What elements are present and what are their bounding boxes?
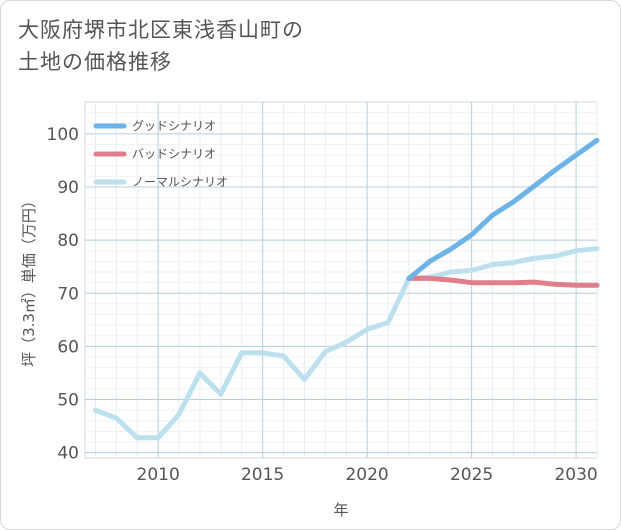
y-tick-label: 60 — [57, 337, 79, 357]
y-tick-label: 70 — [57, 284, 79, 304]
axes: 2010 2015 2020 2025 2030 40 50 60 70 80 90 100 — [47, 125, 598, 485]
x-tick-label: 2030 — [554, 465, 597, 485]
chart-title: 大阪府堺市北区東浅香山町の 土地の価格推移 — [18, 14, 418, 78]
legend-label: グッドシナリオ — [132, 119, 216, 133]
y-tick-label: 80 — [57, 231, 79, 251]
series-lines — [92, 137, 600, 441]
x-tick-label: 2015 — [241, 465, 284, 485]
x-tick-label: 2025 — [450, 465, 493, 485]
x-axis-label: 年 — [333, 501, 348, 519]
y-axis-label: 坪（3.3㎡）単価（万円） — [20, 193, 38, 367]
grid — [84, 101, 598, 459]
legend-label: ノーマルシナリオ — [132, 175, 228, 189]
series-line-ノーマルシナリオ — [92, 246, 600, 441]
y-tick-label: 100 — [47, 125, 79, 145]
series-line-グッドシナリオ — [406, 137, 600, 281]
series-line-バッドシナリオ — [406, 275, 600, 288]
x-tick-label: 2010 — [137, 465, 180, 485]
title-line-1: 大阪府堺市北区東浅香山町の — [18, 18, 304, 42]
x-tick-label: 2020 — [345, 465, 388, 485]
legend-label: バッドシナリオ — [132, 147, 216, 161]
y-tick-label: 50 — [57, 391, 79, 411]
title-line-2: 土地の価格推移 — [18, 50, 172, 74]
y-tick-label: 40 — [57, 444, 79, 464]
y-tick-label: 90 — [57, 178, 79, 198]
